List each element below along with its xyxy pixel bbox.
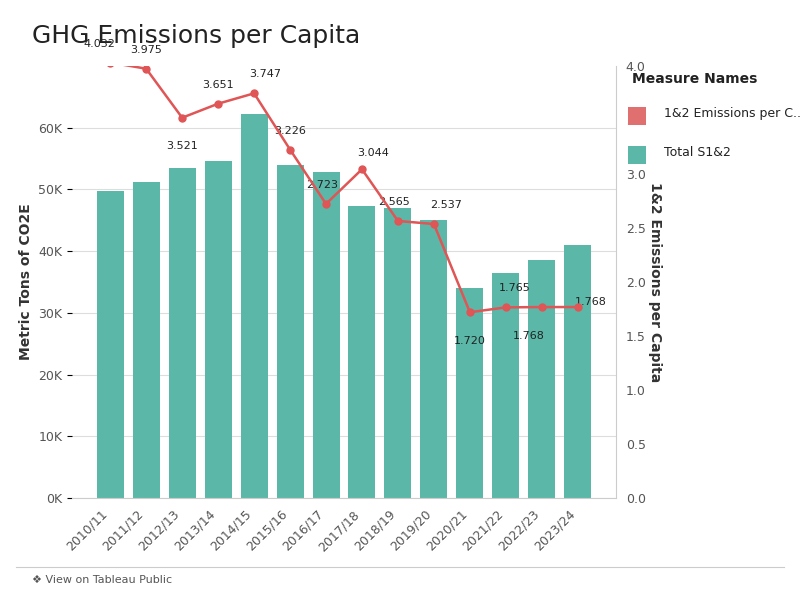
Text: 1.768: 1.768: [514, 331, 545, 341]
Bar: [133, 182, 160, 498]
Text: 3.226: 3.226: [274, 125, 306, 136]
Bar: [385, 208, 411, 498]
Bar: [97, 191, 124, 498]
Bar: [349, 206, 375, 498]
Bar: [564, 245, 591, 498]
Bar: [241, 114, 267, 498]
Bar: [492, 274, 519, 498]
Text: GHG Emissions per Capita: GHG Emissions per Capita: [32, 24, 360, 48]
Bar: [205, 161, 232, 498]
Text: 2.537: 2.537: [430, 200, 462, 210]
Text: 1&2 Emissions per C...: 1&2 Emissions per C...: [664, 107, 800, 121]
Bar: [421, 220, 447, 498]
Text: 3.975: 3.975: [130, 44, 162, 55]
Text: 1.765: 1.765: [499, 283, 530, 293]
Text: 2.565: 2.565: [378, 197, 410, 207]
Text: 3.651: 3.651: [202, 80, 234, 89]
Text: ❖ View on Tableau Public: ❖ View on Tableau Public: [32, 575, 172, 585]
Text: 1.768: 1.768: [574, 297, 606, 307]
Y-axis label: Metric Tons of CO2E: Metric Tons of CO2E: [18, 203, 33, 361]
Y-axis label: 1&2 Emissions per Capita: 1&2 Emissions per Capita: [648, 182, 662, 382]
Bar: [277, 165, 303, 498]
Text: 2.723: 2.723: [306, 180, 338, 190]
Text: 3.044: 3.044: [357, 148, 389, 158]
Bar: [528, 260, 555, 498]
Bar: [169, 168, 196, 498]
Text: 4.032: 4.032: [83, 38, 115, 49]
Bar: [313, 172, 339, 498]
Text: 3.747: 3.747: [249, 69, 281, 79]
Text: Measure Names: Measure Names: [632, 72, 758, 86]
Text: 3.521: 3.521: [166, 142, 198, 151]
Text: 1.720: 1.720: [454, 336, 486, 346]
Text: Total S1&2: Total S1&2: [664, 146, 731, 160]
Bar: [456, 288, 483, 498]
